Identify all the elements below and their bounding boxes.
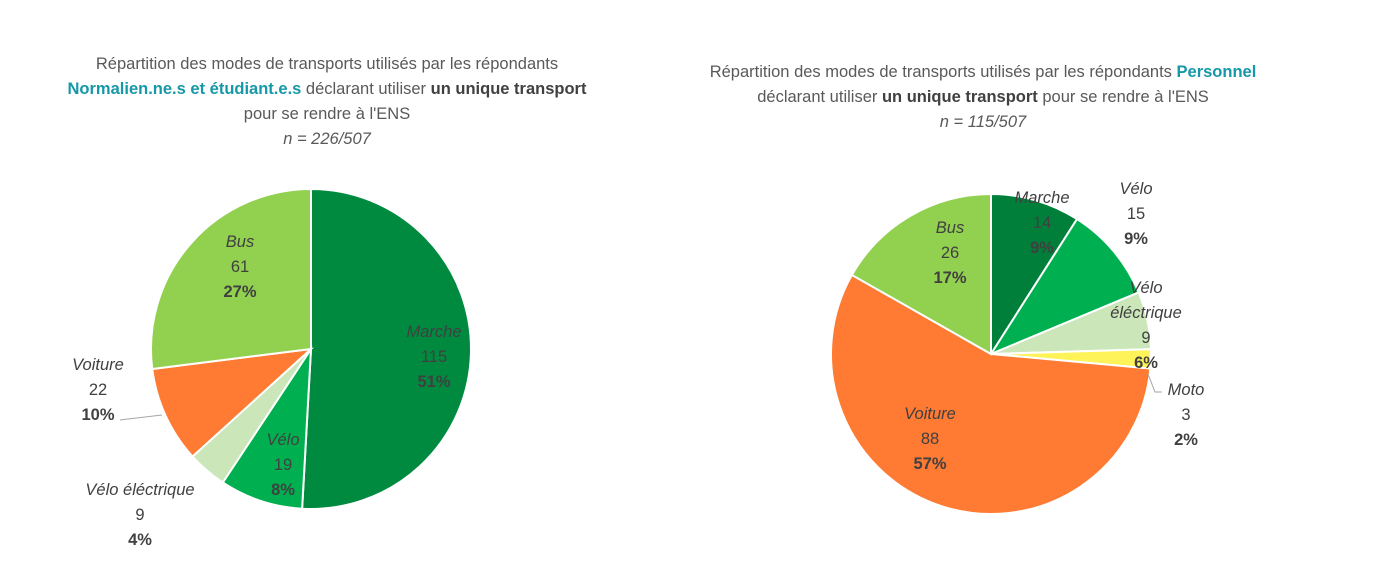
percent-label: 9%	[1124, 230, 1148, 248]
percent-label: 10%	[81, 406, 115, 424]
percent-label: 8%	[271, 481, 295, 499]
percent-label: 4%	[128, 531, 152, 549]
value-label: 9	[1141, 329, 1151, 347]
pie-slice-voiture	[829, 273, 1152, 515]
title-group: Normalien.ne.s et étudiant.e.s	[67, 80, 302, 98]
category-label: Bus	[225, 233, 255, 251]
pie-slice-marche	[301, 187, 472, 510]
pie-slice-voiture	[151, 347, 315, 458]
title-bold: un unique transport	[430, 80, 587, 98]
value-label: 14	[1032, 214, 1052, 232]
data-label: Bus 26 17%	[933, 216, 966, 291]
title-line1: Répartition des modes de transports util…	[709, 63, 1172, 81]
title-n: n = 115/507	[939, 113, 1027, 131]
leader-line	[1147, 373, 1162, 393]
title-middle: déclarant utiliser	[301, 80, 431, 98]
category-label: Marche	[406, 323, 462, 341]
data-label: Marche 14 9%	[1014, 186, 1069, 261]
category-label: Vélo	[1119, 180, 1153, 198]
category-label: Vélo éléctrique	[85, 481, 195, 499]
value-label: 15	[1126, 205, 1146, 223]
data-label: Vélo 19 8%	[266, 428, 299, 503]
leader-line	[119, 414, 163, 421]
value-label: 19	[273, 456, 293, 474]
value-label: 26	[940, 244, 960, 262]
category-label: Moto	[1167, 381, 1205, 399]
chart-title-students: Répartition des modes de transports util…	[52, 52, 602, 152]
value-label: 115	[420, 348, 448, 366]
category-label: Vélo	[266, 431, 300, 449]
data-label: Voiture 22 10%	[72, 353, 124, 428]
category-label: Marche	[1014, 189, 1070, 207]
chart-title-staff: Répartition des modes de transports util…	[708, 60, 1258, 135]
value-label: 3	[1181, 406, 1191, 424]
pie-slice-bus	[150, 187, 312, 371]
value-label: 88	[920, 430, 940, 448]
title-end: pour se rendre à l'ENS	[1037, 88, 1209, 106]
data-label: Voiture 88 57%	[904, 402, 956, 477]
percent-label: 2%	[1174, 431, 1198, 449]
value-label: 61	[230, 258, 250, 276]
data-label: Vélo éléctrique 9 4%	[85, 478, 194, 553]
data-label: Moto 3 2%	[1168, 378, 1205, 453]
value-label: 22	[88, 381, 108, 399]
data-label: Marche 115 51%	[406, 320, 461, 395]
title-end: pour se rendre à l'ENS	[243, 105, 411, 123]
percent-label: 6%	[1134, 354, 1158, 372]
data-label: Bus 61 27%	[223, 230, 256, 305]
category-label: Vélo éléctrique	[1110, 279, 1182, 322]
pie-slice-marche	[990, 192, 1079, 358]
data-label: Vélo éléctrique 9 6%	[1101, 276, 1191, 376]
percent-label: 51%	[417, 373, 451, 391]
data-label: Vélo 15 9%	[1119, 177, 1152, 252]
percent-label: 9%	[1030, 239, 1054, 257]
percent-label: 57%	[913, 455, 947, 473]
category-label: Voiture	[904, 405, 956, 423]
category-label: Voiture	[72, 356, 124, 374]
title-group: Personnel	[1176, 63, 1257, 81]
percent-label: 17%	[933, 269, 967, 287]
pie-slice-vélo	[988, 217, 1140, 357]
title-line1: Répartition des modes de transports util…	[95, 55, 559, 73]
pie-slice-vélo	[221, 345, 313, 510]
percent-label: 27%	[223, 283, 257, 301]
pie-slice-bus	[850, 192, 992, 356]
value-label: 9	[135, 506, 145, 524]
category-label: Bus	[935, 219, 965, 237]
title-middle: déclarant utiliser	[757, 88, 882, 106]
title-n: n = 226/507	[283, 130, 371, 148]
title-bold: un unique transport	[881, 88, 1038, 106]
